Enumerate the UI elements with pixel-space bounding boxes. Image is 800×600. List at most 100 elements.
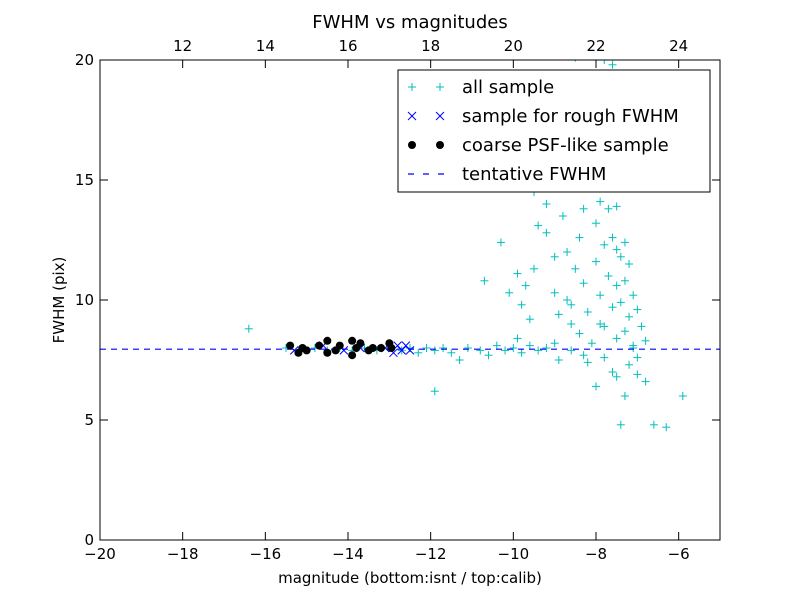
all-sample-point: [678, 392, 687, 400]
all-sample-point: [414, 348, 423, 357]
all-sample-point: [612, 245, 621, 254]
all-sample-point: [608, 303, 617, 312]
all-sample-point: [563, 248, 572, 256]
all-sample-point: [550, 252, 559, 261]
all-sample-point: [612, 202, 621, 211]
legend-box: [397, 69, 711, 193]
legend-marker-psf-sample: [408, 141, 416, 149]
all-sample-point: [604, 204, 613, 213]
all-sample-point: [542, 200, 551, 208]
all-sample-point: [496, 238, 505, 247]
all-sample-point: [620, 392, 629, 400]
all-sample-point: [530, 264, 538, 273]
top-tick-label: 20: [504, 37, 523, 55]
all-sample-point: [583, 308, 592, 316]
all-sample-point: [600, 322, 609, 331]
all-sample-point: [637, 322, 646, 331]
psf-sample-point: [348, 351, 357, 360]
all-sample-point: [492, 341, 501, 350]
x-tick-label: −8: [585, 545, 607, 563]
psf-sample-point: [286, 341, 295, 350]
all-sample-point: [662, 423, 671, 432]
all-sample-point: [620, 276, 629, 285]
all-sample-point: [447, 348, 456, 357]
all-sample-point: [550, 339, 559, 348]
y-tick-label: 10: [75, 291, 94, 309]
all-sample-point: [430, 346, 439, 355]
legend-label: tentative FWHM: [462, 164, 606, 185]
psf-sample-point: [323, 348, 332, 357]
x-tick-label: −16: [250, 545, 282, 563]
all-sample-point: [525, 315, 534, 324]
all-sample-point: [513, 269, 522, 278]
all-sample-point: [575, 329, 584, 338]
all-sample-point: [629, 291, 638, 300]
psf-sample-point: [323, 336, 332, 345]
top-tick-label: 16: [338, 37, 357, 55]
all-sample-point: [517, 300, 526, 309]
all-sample-point: [571, 264, 580, 273]
all-sample-point: [592, 219, 600, 228]
y-tick-label: 5: [84, 411, 94, 429]
all-sample-point: [501, 346, 510, 355]
all-sample-point: [567, 300, 576, 309]
series-layer: [100, 60, 720, 432]
all-sample-point: [579, 351, 588, 360]
all-sample-point: [550, 288, 559, 297]
all-sample-point: [583, 358, 592, 367]
all-sample-point: [596, 320, 605, 328]
all-sample-point: [484, 351, 493, 360]
top-tick-label: 18: [421, 37, 440, 55]
all-sample-point: [430, 387, 439, 396]
all-sample-point: [641, 377, 650, 386]
x-tick-label: −6: [668, 545, 690, 563]
all-sample-point: [608, 60, 617, 69]
all-sample-point: [563, 296, 572, 304]
psf-sample-point: [302, 346, 311, 355]
y-tick-label: 0: [84, 531, 94, 549]
all-sample-point: [616, 298, 625, 307]
all-sample-point: [641, 336, 650, 345]
psf-sample-point: [387, 344, 396, 352]
all-sample-point: [612, 281, 621, 290]
series-psf-sample: [286, 336, 396, 360]
rough-sample-point: [405, 346, 415, 355]
all-sample-point: [649, 420, 658, 429]
top-tick-label: 12: [173, 37, 192, 55]
all-sample-point: [542, 344, 551, 352]
all-sample-point: [513, 334, 522, 343]
all-sample-point: [592, 257, 600, 266]
all-sample-point: [567, 346, 576, 355]
all-sample-point: [608, 368, 617, 376]
all-sample-point: [509, 344, 518, 352]
all-sample-point: [554, 356, 563, 364]
top-tick-label: 24: [669, 37, 688, 55]
y-tick-label: 15: [75, 171, 94, 189]
all-sample-point: [525, 341, 534, 350]
y-axis-label: FWHM (pix): [50, 257, 68, 344]
all-sample-point: [625, 360, 634, 369]
all-sample-point: [567, 320, 576, 328]
x-tick-label: −14: [332, 545, 364, 563]
all-sample-point: [517, 348, 526, 357]
x-tick-label: −20: [84, 545, 116, 563]
chart-title: FWHM vs magnitudes: [312, 12, 507, 33]
all-sample-point: [596, 291, 605, 300]
y-tick-label: 20: [75, 51, 94, 69]
all-sample-point: [505, 288, 514, 297]
top-tick-label: 22: [586, 37, 605, 55]
all-sample-point: [608, 233, 617, 242]
all-sample-point: [592, 382, 600, 391]
all-sample-point: [587, 339, 596, 348]
all-sample-point: [554, 310, 563, 319]
all-sample-point: [600, 240, 609, 249]
psf-sample-point: [356, 339, 365, 348]
x-tick-label: −12: [415, 545, 447, 563]
all-sample-point: [542, 228, 551, 237]
all-sample-point: [579, 204, 588, 213]
all-sample-point: [629, 344, 638, 352]
all-sample-point: [422, 344, 431, 352]
legend-label: sample for rough FWHM: [462, 106, 679, 127]
all-sample-point: [521, 281, 530, 290]
